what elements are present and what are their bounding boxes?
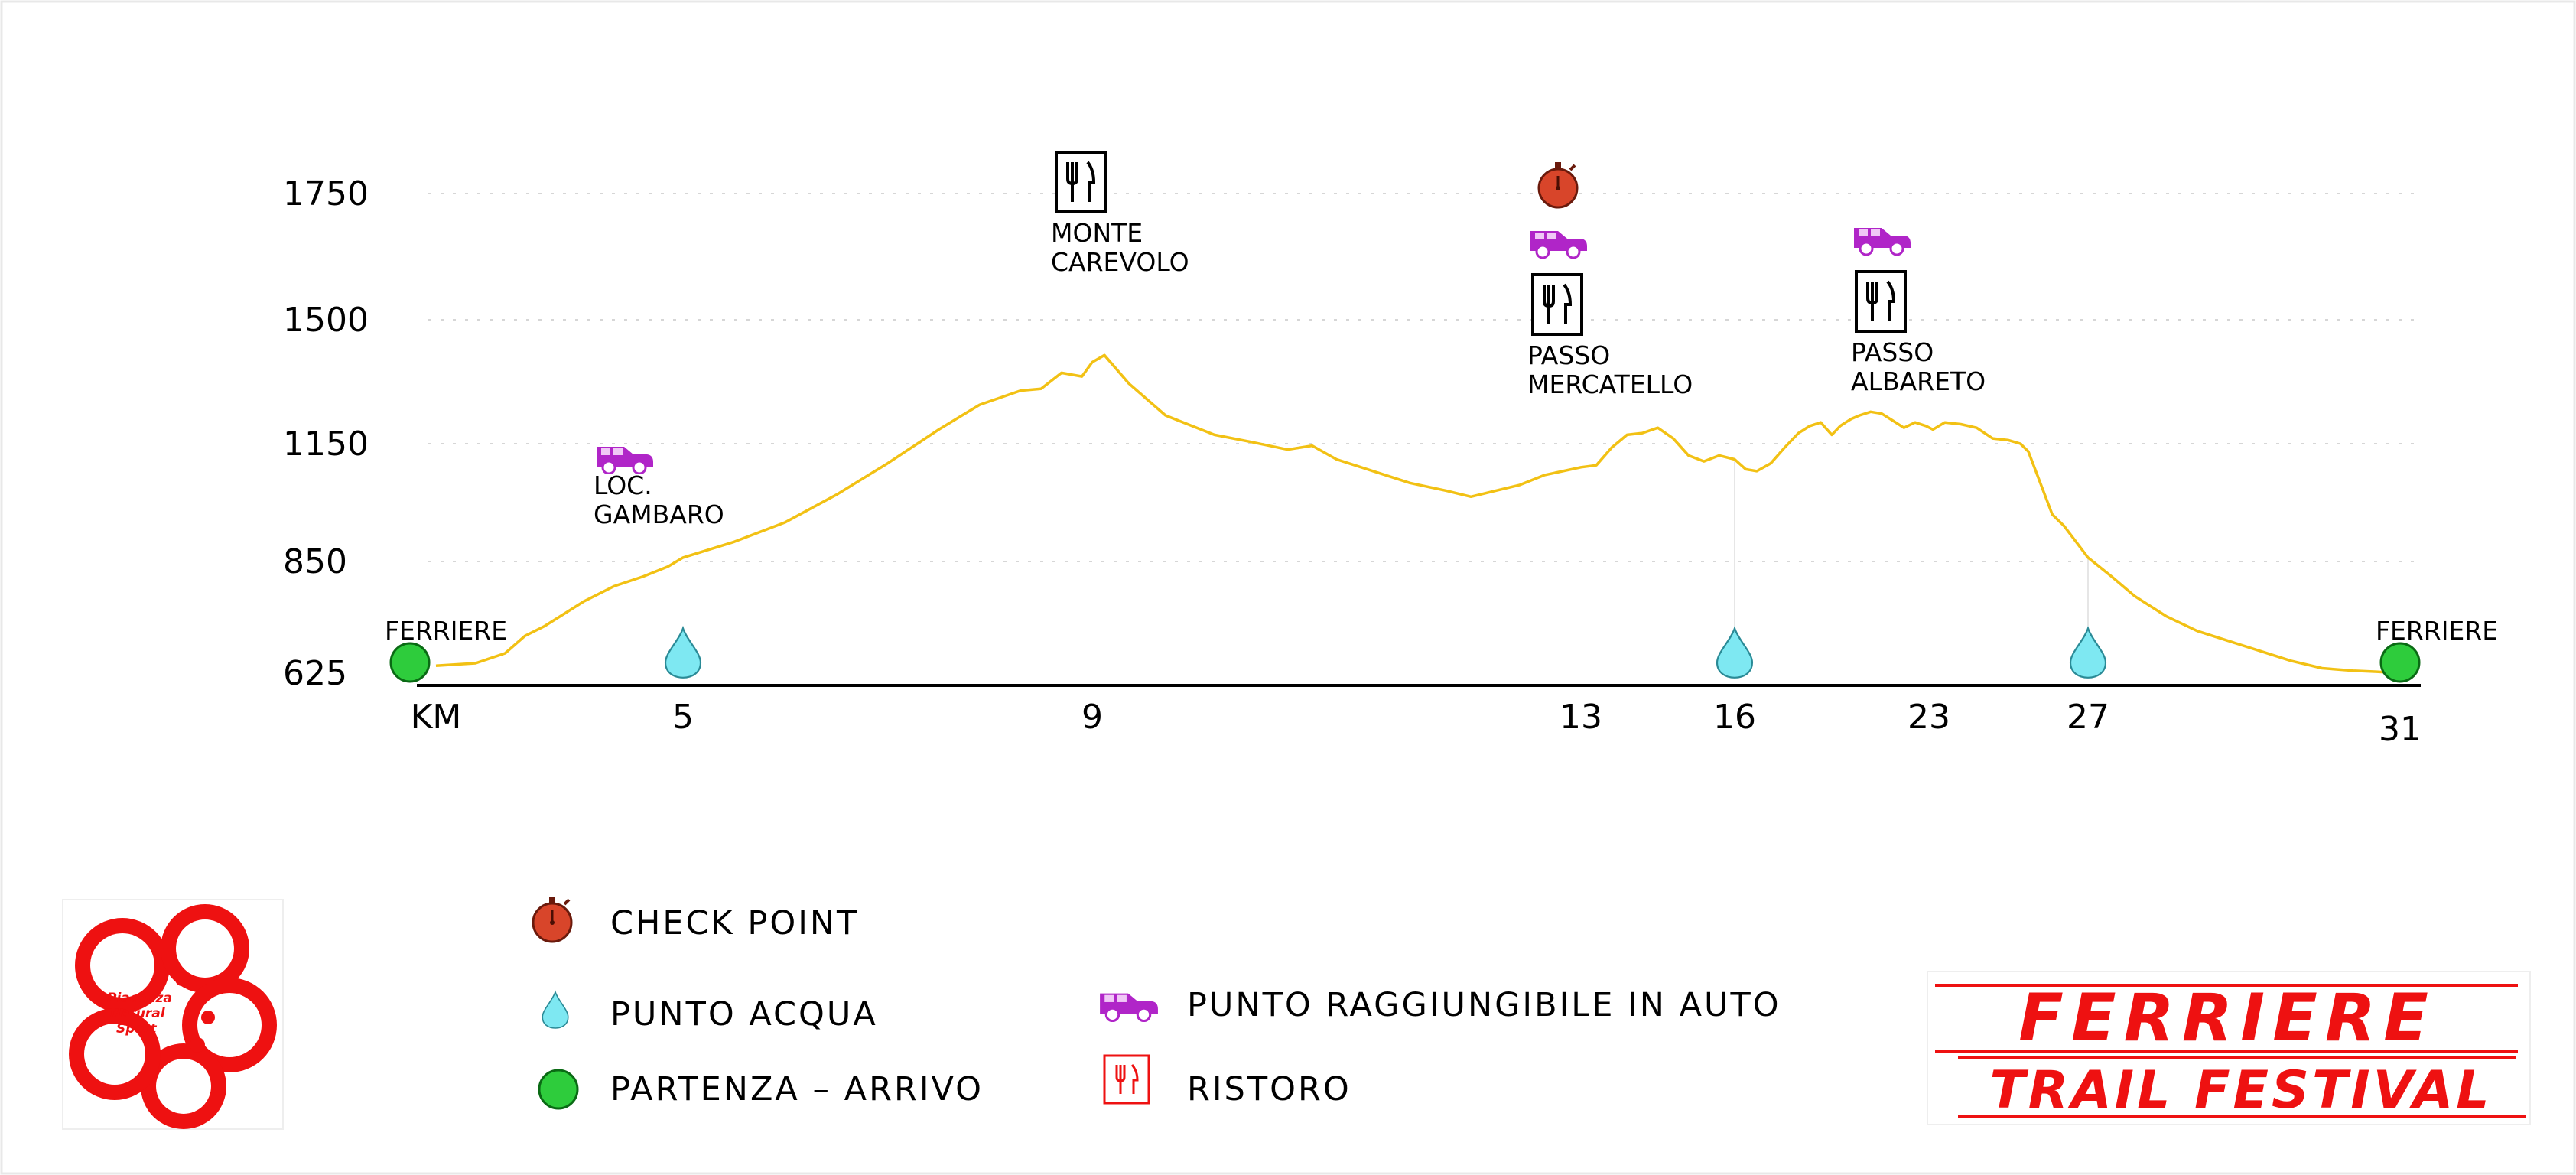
water-drop-icon xyxy=(2069,627,2107,679)
y-tick-label: 625 xyxy=(283,654,347,693)
waypoint: FERRIERE xyxy=(385,616,507,683)
waypoint-label: CAREVOLO xyxy=(1051,247,1189,277)
logo-subtitle: TRAIL FESTIVAL xyxy=(1989,1060,2492,1121)
green-circle-icon xyxy=(2379,642,2421,683)
waypoint-label: ALBARETO xyxy=(1851,366,1986,396)
legend-item-refreshment: RISTORO xyxy=(1103,1054,1351,1108)
x-tick-label: 16 xyxy=(1713,698,1756,737)
piacenza-natural-sport-logo: Piacenza Natural Sport xyxy=(62,899,284,1130)
fork-knife-icon xyxy=(1531,273,1583,336)
water-drop-icon xyxy=(664,627,702,679)
legend-item-checkpoint: CHECK POINT xyxy=(532,895,859,943)
stopwatch-icon xyxy=(1537,161,1579,209)
x-tick-label: 23 xyxy=(1908,698,1950,737)
x-tick-label: 31 xyxy=(2379,710,2422,749)
x-tick-label: 5 xyxy=(672,698,694,737)
water-drop-icon xyxy=(542,991,569,1029)
drop-lines xyxy=(1734,459,2089,626)
logo-title: FERRIERE xyxy=(2018,980,2436,1056)
y-tick-label: 1150 xyxy=(283,425,369,464)
fork-knife-icon xyxy=(1103,1054,1150,1105)
legend-item-car: PUNTO RAGGIUNGIBILE IN AUTO xyxy=(1098,986,1781,1024)
waypoint-label: MONTE xyxy=(1051,218,1143,248)
x-tick-label: 9 xyxy=(1081,698,1103,737)
green-circle-icon xyxy=(538,1069,579,1110)
x-tick-label: 13 xyxy=(1560,698,1602,737)
waypoint-label: PASSO xyxy=(1851,337,1934,367)
waypoint xyxy=(2069,627,2107,679)
waypoint-label: MERCATELLO xyxy=(1527,369,1693,399)
car-icon xyxy=(595,445,655,474)
legend-label: PUNTO RAGGIUNGIBILE IN AUTO xyxy=(1187,986,1781,1024)
waypoint-label: FERRIERE xyxy=(2376,616,2498,646)
legend-label: CHECK POINT xyxy=(610,904,859,942)
legend-label: RISTORO xyxy=(1187,1070,1351,1108)
ferriere-trail-festival-logo: FERRIERE TRAIL FESTIVAL xyxy=(1927,971,2531,1125)
x-tick-label: 27 xyxy=(2067,698,2109,737)
legend-label: PARTENZA – ARRIVO xyxy=(610,1070,984,1108)
waypoint xyxy=(664,627,702,679)
logo-text-line: Sport xyxy=(116,1021,157,1037)
fork-knife-icon xyxy=(1855,270,1907,333)
legend-label: PUNTO ACQUA xyxy=(610,995,878,1033)
logo-text-line: Natural xyxy=(110,1006,166,1021)
waypoint-label: GAMBARO xyxy=(594,500,724,529)
waypoint: LOC.GAMBARO xyxy=(594,445,724,529)
stopwatch-icon xyxy=(532,895,573,943)
waypoint-label: LOC. xyxy=(594,470,652,500)
waypoint xyxy=(1716,627,1754,679)
y-tick-label: 1750 xyxy=(283,174,369,213)
y-tick-label: 1500 xyxy=(283,301,369,340)
waypoint-annotations: FERRIERELOC.GAMBAROMONTECAREVOLOPASSOMER… xyxy=(385,151,2498,683)
legend-item-start-finish: PARTENZA – ARRIVO xyxy=(538,1069,984,1110)
waypoint-label: PASSO xyxy=(1527,340,1610,370)
water-drop-icon xyxy=(1716,627,1754,679)
waypoint: FERRIERE xyxy=(2376,616,2498,683)
car-icon xyxy=(1098,992,1160,1022)
green-circle-icon xyxy=(389,642,431,683)
legend: CHECK POINT PUNTO ACQUA PARTENZA – ARRIV… xyxy=(532,895,1781,1110)
fork-knife-icon xyxy=(1055,151,1107,213)
legend-item-water: PUNTO ACQUA xyxy=(542,991,878,1033)
waypoint-label: FERRIERE xyxy=(385,616,507,646)
x-axis-label: KM xyxy=(411,698,462,737)
grid-lines xyxy=(428,193,2417,562)
y-tick-label: 850 xyxy=(283,542,347,581)
car-icon xyxy=(1529,229,1589,259)
logo-text-line: Piacenza xyxy=(107,991,172,1006)
y-axis-ticks: 625 850 1150 1500 1750 xyxy=(283,174,369,693)
x-axis-ticks: 5 9 13 16 23 27 31 xyxy=(672,698,2422,749)
elevation-line xyxy=(435,353,2401,675)
car-icon xyxy=(1852,226,1912,256)
